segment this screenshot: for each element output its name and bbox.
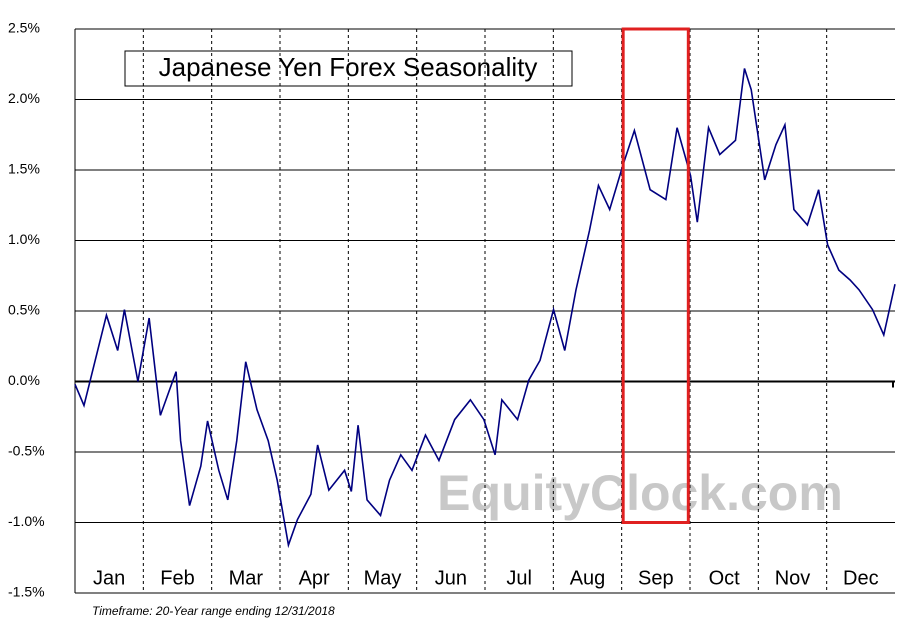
x-tick-label: Feb bbox=[160, 567, 194, 589]
x-tick-label: Mar bbox=[229, 567, 264, 589]
title-box bbox=[124, 50, 573, 87]
x-tick-label: Apr bbox=[299, 567, 330, 589]
x-tick-label: May bbox=[364, 567, 402, 589]
y-tick-label: 0.0% bbox=[8, 372, 40, 388]
y-tick-label: 1.0% bbox=[8, 231, 40, 247]
highlight-box bbox=[621, 27, 690, 524]
x-tick-label: Sep bbox=[638, 567, 674, 589]
y-tick-label: 0.5% bbox=[8, 302, 40, 318]
x-tick-label: Nov bbox=[775, 567, 811, 589]
y-tick-label: 2.5% bbox=[8, 20, 40, 36]
x-tick-label: Aug bbox=[570, 567, 606, 589]
y-tick-label: 1.5% bbox=[8, 161, 40, 177]
y-tick-label: -1.5% bbox=[8, 584, 45, 600]
x-tick-label: Jul bbox=[506, 567, 532, 589]
watermark: EquityClock.com bbox=[437, 465, 843, 521]
y-tick-label: -1.0% bbox=[8, 513, 45, 529]
footnote: Timeframe: 20-Year range ending 12/31/20… bbox=[92, 604, 335, 618]
data-line bbox=[74, 68, 896, 549]
x-tick-label: Oct bbox=[709, 567, 741, 589]
x-tick-label: Jan bbox=[93, 567, 125, 589]
x-tick-label: Jun bbox=[435, 567, 467, 589]
y-tick-label: -0.5% bbox=[8, 443, 45, 459]
y-tick-label: 2.0% bbox=[8, 90, 40, 106]
x-tick-label: Dec bbox=[843, 567, 879, 589]
